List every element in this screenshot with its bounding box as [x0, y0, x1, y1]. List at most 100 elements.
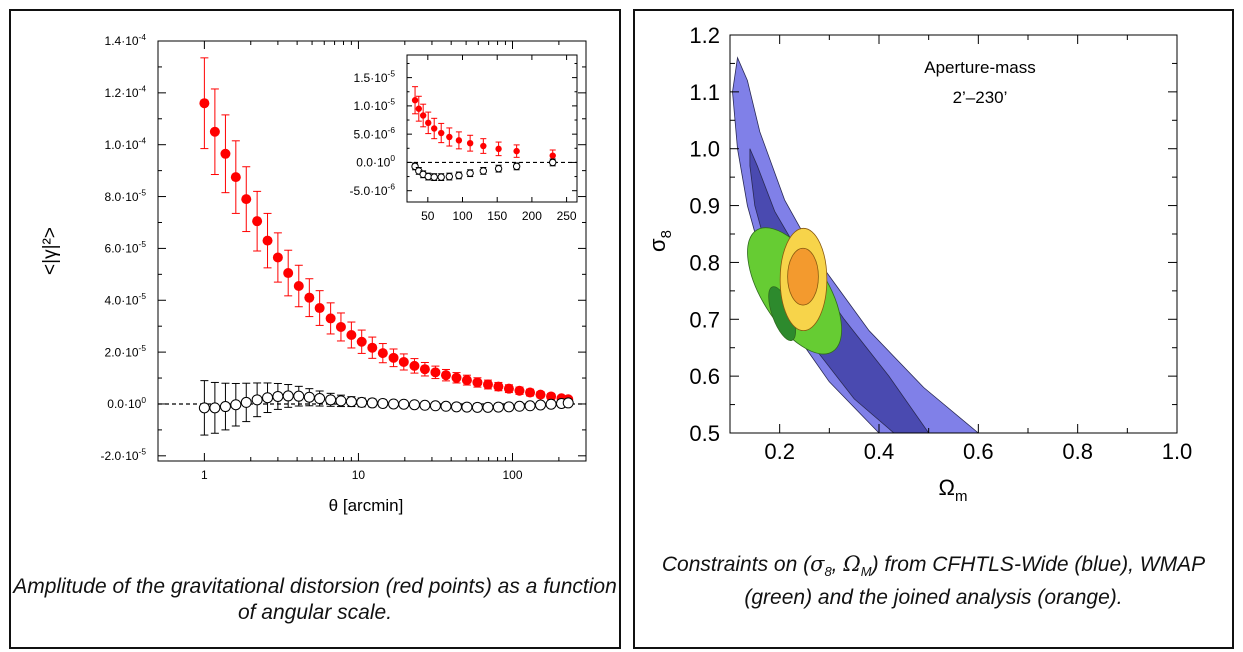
main-signal-point — [346, 330, 357, 340]
main-signal-point — [293, 281, 304, 291]
inset-signal-point — [466, 140, 474, 147]
main-y-tick-label: 1.0·10-4 — [105, 136, 147, 152]
main-bmode-point — [408, 399, 420, 411]
main-bmode-point — [335, 395, 347, 407]
main-y-tick-label: 2.0·10-5 — [105, 343, 147, 359]
inset-signal-point — [419, 112, 427, 119]
inset-signal-point — [431, 125, 438, 132]
main-y-tick-label: 0.0·100 — [107, 395, 146, 411]
main-bmode-point — [219, 401, 231, 413]
contour-y-tick-label: 0.8 — [689, 250, 720, 275]
main-signal-point — [461, 375, 472, 386]
contour-y-tick-label: 1.1 — [689, 80, 720, 105]
main-bmode-point — [325, 394, 337, 406]
contour-regions — [732, 56, 979, 433]
caption-text-part: ) from CFHTLS-Wide (blue), WMAP (green) … — [744, 553, 1206, 610]
main-bmode-point — [262, 392, 274, 404]
inset-bmode-point — [424, 172, 432, 181]
contour-y-tick-label: 0.6 — [689, 364, 720, 389]
main-y-tick-label: 8.0·10-5 — [105, 187, 147, 203]
inset-y-tick-label: 1.0·10-5 — [354, 97, 396, 113]
contour-y-tick-label: 0.5 — [689, 421, 720, 446]
main-signal-point — [252, 216, 263, 227]
contour-x-tick-label: 0.2 — [764, 439, 795, 464]
inset-frame — [406, 54, 578, 203]
inset-signal-point — [455, 137, 463, 144]
main-signal-point — [367, 342, 378, 353]
main-y-tick-label: 1.4·10-4 — [105, 32, 147, 48]
inset-bmode-point — [455, 171, 463, 180]
inset-y-tick-label: 1.5·10-5 — [354, 68, 396, 84]
main-bmode-point — [398, 398, 410, 410]
contour-plot: 0.2 0.4 0.6 0.8 1.0 0.5 0.6 0.7 0.8 0.9 1.0 1.1 1.2 Ω… — [645, 23, 1192, 505]
main-y-tick-label: 4.0·10-5 — [105, 291, 147, 307]
main-bmode-point — [209, 402, 221, 414]
inset-x-tick-label: 50 — [421, 209, 435, 223]
caption-omega-symbol: Ω — [843, 552, 861, 576]
contour-x-tick-label: 0.4 — [864, 439, 895, 464]
main-bmode-point — [272, 390, 284, 402]
main-bmode-point — [482, 401, 494, 413]
contour-y-tick-label: 0.7 — [689, 307, 720, 332]
main-bmode-point — [471, 401, 483, 413]
caption-sigma-symbol: σ — [810, 552, 825, 576]
main-bmode-point — [461, 401, 473, 413]
contour-y-axis-title: σ8 — [645, 230, 675, 252]
main-bmode-point — [503, 401, 515, 413]
right-caption: Constraints on (σ8, ΩM) from CFHTLS-Wide… — [635, 551, 1232, 611]
main-x-tick-label: 10 — [352, 468, 366, 482]
main-signal-point — [514, 385, 525, 396]
main-bmode-point — [356, 396, 368, 408]
inset-y-tick-label: 0.0·100 — [356, 153, 395, 169]
main-bmode-point — [377, 397, 389, 409]
main-bmode-point — [535, 399, 547, 411]
joint-inner-region — [787, 247, 819, 306]
main-bmode-point — [388, 398, 400, 410]
contour-x-tick-label: 0.6 — [963, 439, 994, 464]
main-signal-point — [325, 313, 336, 324]
main-bmode-point — [524, 400, 536, 412]
main-bmode-point — [366, 397, 378, 409]
contour-x-tick-label: 1.0 — [1162, 439, 1193, 464]
inset-bmode-point — [549, 158, 557, 167]
main-signal-point — [546, 391, 557, 402]
contour-x-tick-label: 0.8 — [1062, 439, 1093, 464]
inset-x-tick-label: 100 — [452, 209, 472, 223]
main-signal-point — [451, 372, 462, 383]
main-bmode-point — [240, 396, 252, 408]
inset-bmode-point — [512, 162, 521, 171]
inset-bmode-point — [430, 173, 438, 181]
left-caption: Amplitude of the gravitational distorsio… — [13, 575, 617, 624]
main-signal-point — [419, 364, 430, 375]
inset-y-tick-label: 5.0·10-6 — [354, 125, 396, 141]
annotation-scale-range: 2’–230’ — [953, 88, 1008, 107]
main-bmode-point — [450, 401, 462, 413]
inset-bmode-point — [437, 173, 445, 181]
left-figure-panel: 1 10 100 -2.0·10-5 0.0·100 2.0·10-5 4.0·10-5 6.… — [9, 9, 621, 649]
annotation-method: Aperture-mass — [924, 58, 1035, 77]
contour-y-tick-label: 1.2 — [689, 23, 720, 48]
inset-y-tick-label: -5.0·10-6 — [350, 181, 396, 197]
main-bmode-point — [492, 401, 504, 413]
inset-x-tick-label: 150 — [487, 209, 507, 223]
caption-text-part: Constraints on ( — [661, 553, 811, 576]
main-bmode-point — [562, 397, 574, 409]
main-signal-point — [440, 370, 451, 381]
main-bmode-point — [545, 398, 557, 410]
right-figure-panel: 0.2 0.4 0.6 0.8 1.0 0.5 0.6 0.7 0.8 0.9 1.0 1.1 1.2 Ω… — [633, 9, 1234, 649]
main-signal-point — [272, 252, 283, 263]
main-y-tick-label: 6.0·10-5 — [105, 239, 147, 255]
inset-signal-point — [549, 152, 556, 159]
x-axis-title: θ [arcmin] — [329, 496, 404, 515]
main-signal-point — [230, 172, 241, 183]
main-bmode-point — [251, 394, 263, 406]
main-signal-point — [493, 381, 504, 392]
main-x-tick-label: 1 — [201, 468, 208, 482]
main-signal-point — [525, 387, 536, 398]
main-x-tick-label: 100 — [502, 468, 522, 482]
main-signal-point — [220, 148, 231, 159]
main-bmode-point — [513, 400, 525, 412]
main-y-tick-label: -2.0·10-5 — [101, 447, 147, 463]
main-bmode-point — [429, 400, 441, 412]
main-plot: 1 10 100 -2.0·10-5 0.0·100 2.0·10-5 4.0·10-5 6.… — [101, 32, 587, 482]
